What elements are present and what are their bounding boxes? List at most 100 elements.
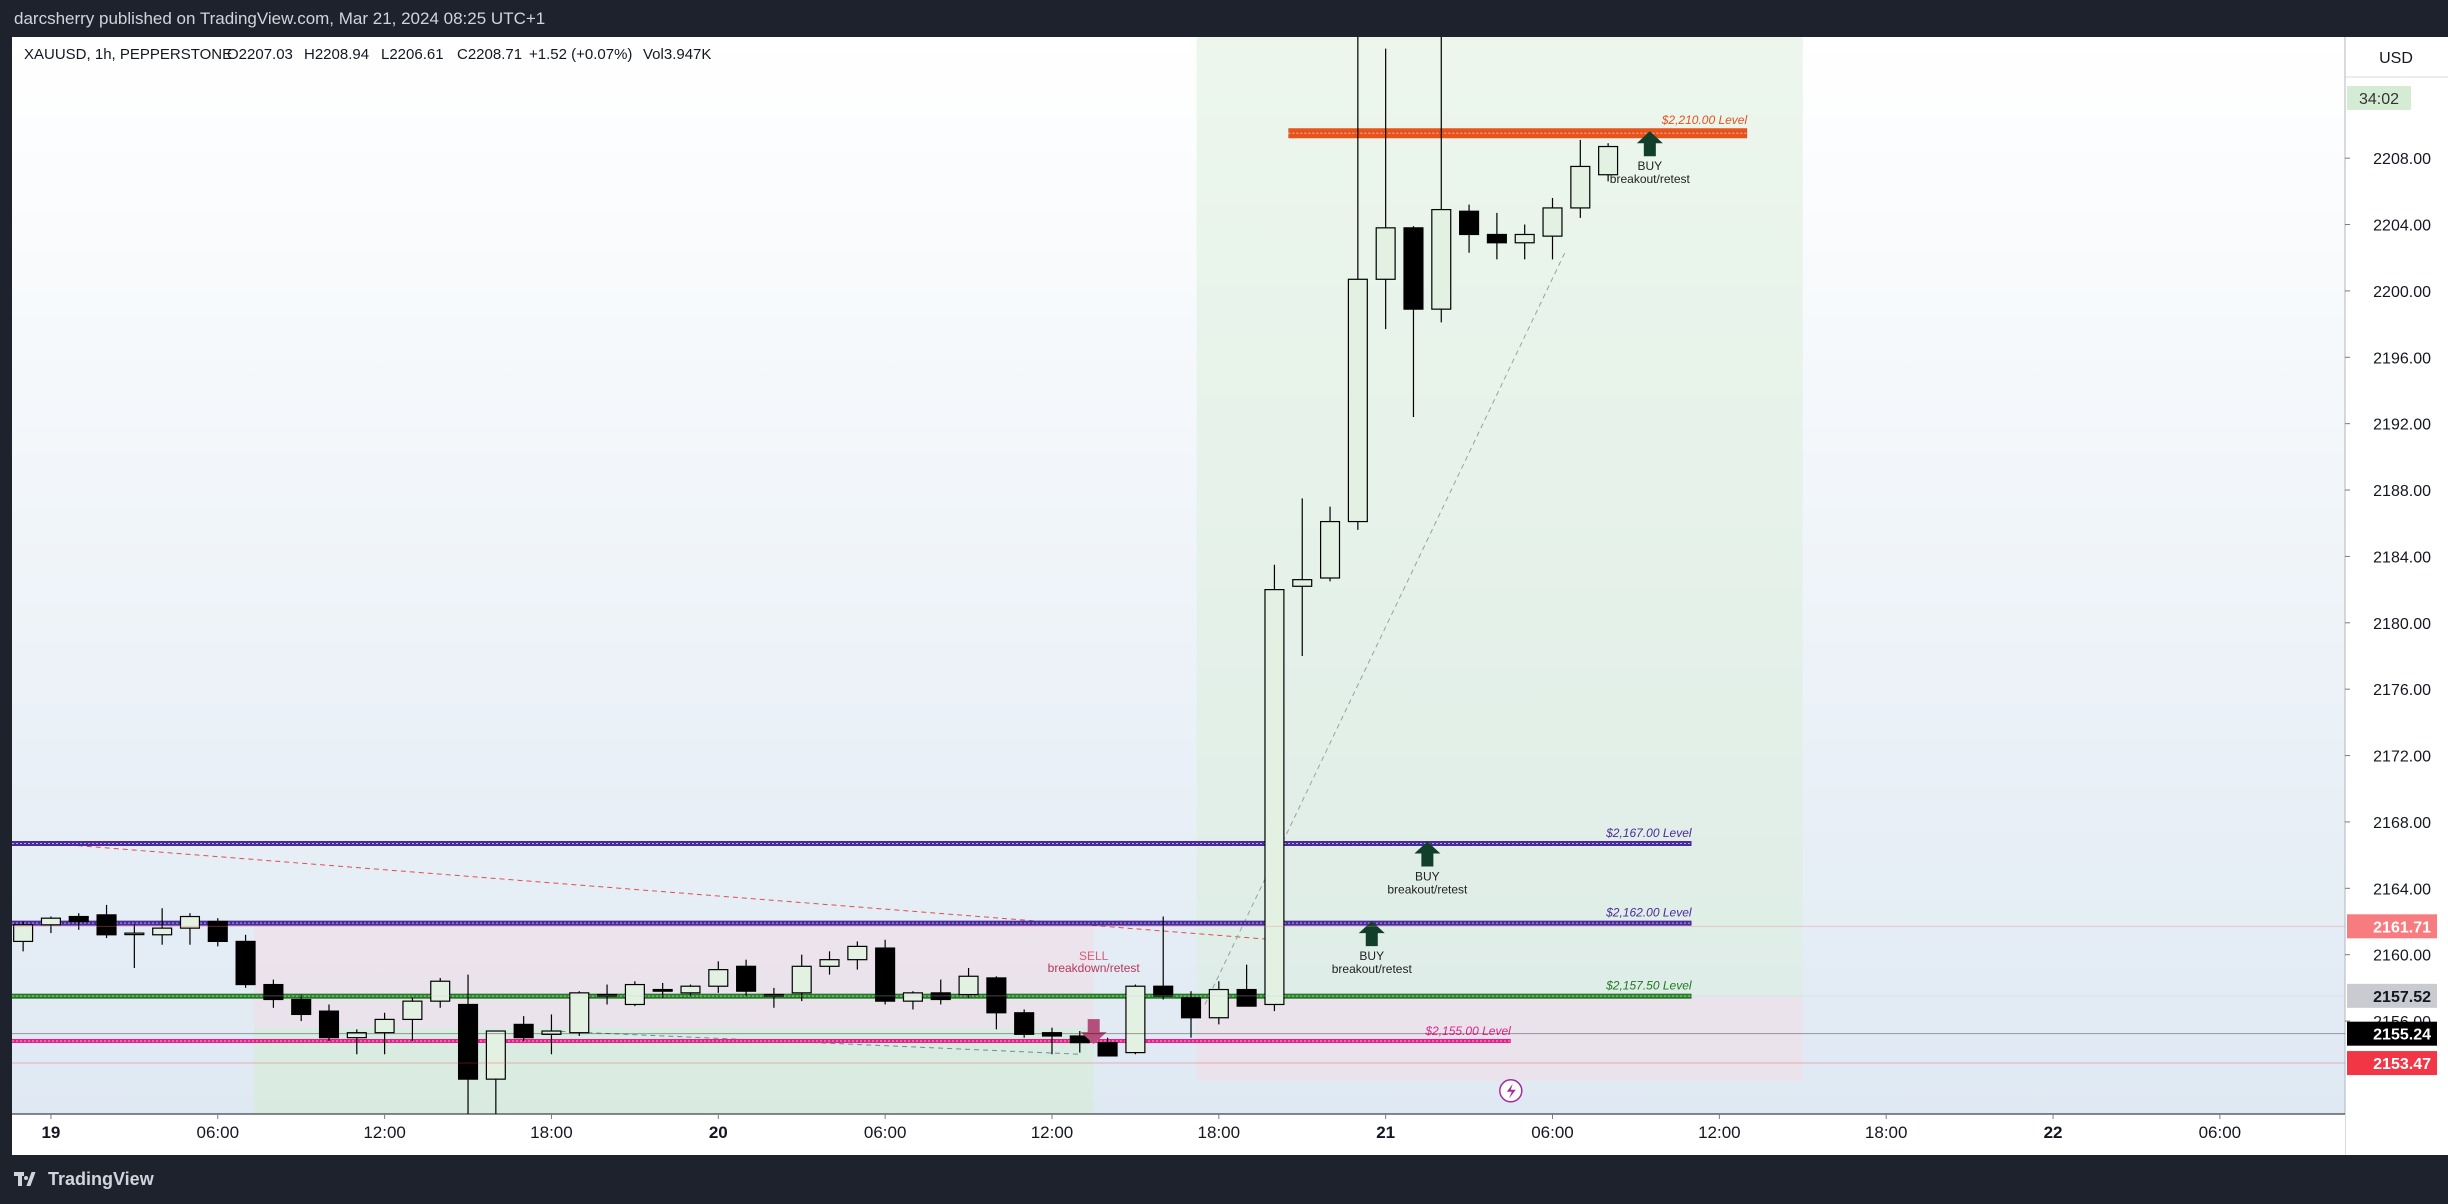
ohlc-close: C2208.71 [457,46,522,63]
candle-body-2 [68,915,89,923]
buy-target-zone [1196,37,1803,997]
buy-label-0: BUY [1637,159,1662,173]
price-label-box-3 [2347,1051,2437,1076]
x-tick-label-10: 12:00 [1698,1123,1741,1142]
x-tick-label-3: 18:00 [530,1123,573,1142]
x-tick-label-5: 06:00 [864,1123,907,1142]
sell-label-3: SELL [1079,949,1109,963]
publish-text: darcsherry published on TradingView.com,… [14,9,546,28]
candle-body-11 [318,1010,340,1039]
footer-bar: TradingView [0,1155,2448,1204]
candle-body-42 [1180,997,1202,1019]
candle-body-41 [1153,985,1174,997]
currency-label[interactable]: USD [2379,50,2413,67]
candle-body-5 [152,927,173,936]
candle-body-6 [179,915,201,929]
candle-body-36 [1014,1012,1035,1035]
y-tick-label-4: 2172.00 [2373,749,2431,766]
candle-body-23 [652,988,673,992]
candle-body-13 [374,1018,395,1034]
chart-frame[interactable]: $2,210.00 Level $2,167.00 Level $2,162.00 … [12,25,2448,1155]
level-line-3 [12,993,1692,999]
x-tick-label-6: 12:00 [1031,1123,1074,1142]
candle-body-22 [624,983,645,1006]
x-tick-label-11: 18:00 [1865,1123,1908,1142]
sell-risk-zone [253,923,1094,1028]
price-label-box-0 [2347,914,2437,939]
candle-body-53 [1486,233,1507,244]
candle-body-19 [541,1030,562,1035]
candle-body-21 [597,993,618,997]
candle-body-1 [40,917,61,926]
candle-body-44 [1236,988,1257,1007]
level-label-2: $2,162.00 Level [1605,906,1692,920]
candle-body-50 [1403,227,1424,310]
y-tick-label-9: 2192.00 [2373,417,2431,434]
candle-body-14 [402,1000,423,1021]
candle-body-25 [708,969,729,987]
candle-body-3 [96,914,117,936]
buy-label-2: BUY [1359,949,1384,963]
candle-body-24 [680,985,701,994]
sell-arrow-icon-3 [1080,1019,1107,1045]
candle-body-18 [513,1023,534,1039]
candle-body-28 [791,965,812,994]
level-line-1 [12,841,1692,847]
sell-sublabel-3: breakdown/retest [1048,961,1141,975]
candle-body-52 [1459,210,1480,236]
x-tick-label-9: 06:00 [1531,1123,1574,1142]
ohlc-low: L2206.61 [381,46,444,63]
candle-body-16 [457,1003,479,1080]
candle-body-48 [1347,278,1368,523]
ohlc-high: H2208.94 [304,46,369,63]
price-label-box-1 [2347,983,2437,1008]
candle-body-4 [124,932,145,936]
buy-arrow-icon-1 [1414,841,1441,867]
candle-body-15 [430,980,451,1002]
level-label-4: $2,155.00 Level [1424,1024,1511,1038]
candle-body-35 [986,977,1007,1014]
candle-body-47 [1319,520,1341,579]
candle-body-12 [346,1032,367,1039]
x-tick-label-1: 06:00 [196,1123,239,1142]
symbol-title: XAUUSD, 1h, PEPPERSTONE [24,46,232,63]
candle-body-34 [958,975,979,996]
candle-body-55 [1542,207,1563,237]
buy-arrow-icon-0 [1636,131,1663,157]
candle-body-39 [1097,1042,1118,1057]
candle-body-45 [1264,589,1285,1006]
buy-sublabel-0: breakout/retest [1610,172,1691,186]
x-tick-label-2: 12:00 [363,1123,406,1142]
y-tick-label-2: 2164.00 [2373,881,2431,898]
x-tick-label-12: 22 [2044,1123,2063,1142]
candle-body-51 [1431,208,1452,310]
candle-body-8 [235,940,256,986]
candle-body-30 [847,945,868,961]
tradingview-brand: TradingView [48,1169,154,1189]
y-tick-label-12: 2204.00 [2373,218,2431,235]
buy-risk-zone [1196,996,1803,1081]
candle-body-20 [569,992,590,1034]
y-tick-label-8: 2188.00 [2373,483,2431,500]
candle-body-33 [930,992,951,1001]
level-label-3: $2,157.50 Level [1605,979,1692,993]
y-tick-label-13: 2208.00 [2373,151,2431,168]
level-line-2 [12,920,1692,926]
x-tick-label-8: 21 [1376,1123,1395,1142]
y-tick-label-6: 2180.00 [2373,616,2431,633]
candle-body-56 [1570,165,1591,209]
ohlc-open: O2207.03 [227,46,293,63]
y-tick-label-1: 2160.00 [2373,948,2431,965]
tradingview-logo[interactable]: TradingView [14,1169,154,1190]
time-axis[interactable] [12,1114,2345,1155]
candlestick-chart[interactable]: $2,210.00 Level $2,167.00 Level $2,162.00 … [12,25,2448,1155]
candle-body-9 [263,983,284,1001]
candle-body-7 [207,920,228,943]
y-tick-label-7: 2184.00 [2373,549,2431,566]
price-label-text-3: 2153.47 [2373,1056,2431,1073]
candle-body-32 [902,992,923,1002]
x-tick-label-4: 20 [709,1123,728,1142]
price-label-text-1: 2157.52 [2373,989,2431,1006]
level-label-1: $2,167.00 Level [1605,826,1692,840]
y-tick-label-5: 2176.00 [2373,682,2431,699]
